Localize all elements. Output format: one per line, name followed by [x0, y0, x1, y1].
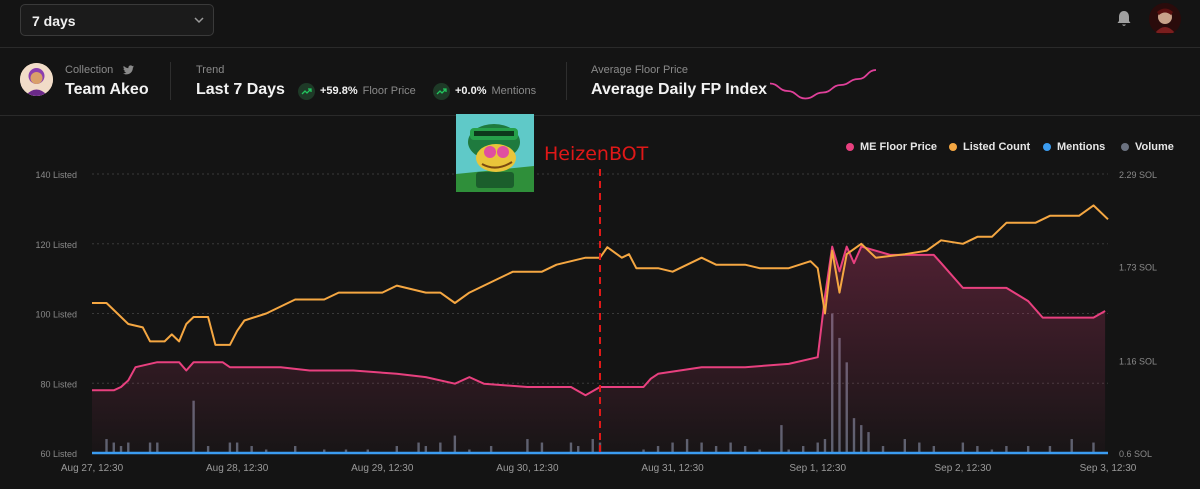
legend-dot: [1121, 143, 1129, 151]
separator: [170, 62, 171, 100]
y-right-tick-label: 1.73 SOL: [1119, 262, 1157, 272]
y-right-tick-label: 2.29 SOL: [1119, 170, 1157, 180]
range-select-value: 7 days: [32, 13, 76, 29]
collection-avatar: [20, 63, 53, 96]
legend-label: Listed Count: [963, 141, 1031, 153]
twitter-icon[interactable]: [123, 65, 134, 75]
legend-item-volume[interactable]: Volume: [1121, 140, 1174, 154]
trend-period: Last 7 Days: [196, 81, 285, 98]
trend-mentions: +0.0% Mentions: [433, 82, 536, 100]
info-bar: Collection Team Akeo Trend Last 7 Days +…: [0, 48, 1200, 116]
trend-floor-name: Floor Price: [362, 85, 416, 97]
trend-up-icon: [298, 82, 315, 100]
heizenbot-logo: [456, 114, 534, 192]
legend-dot: [949, 143, 957, 151]
y-left-tick-label: 100 Listed: [35, 310, 77, 320]
trend-floor-price: +59.8% Floor Price: [298, 82, 416, 100]
trend-mentions-name: Mentions: [491, 85, 537, 97]
x-tick-label: Sep 1, 12:30: [789, 463, 846, 474]
chevron-down-icon: [194, 17, 204, 24]
y-left-tick-label: 60 Listed: [40, 449, 77, 459]
heizenbot-label: HeizenBOT: [544, 143, 649, 165]
y-right-tick-label: 0.6 SOL: [1119, 449, 1152, 459]
trend-label: Trend: [196, 64, 225, 76]
legend-dot: [1043, 143, 1051, 151]
legend-label: Mentions: [1057, 141, 1106, 153]
legend-item-listed-count[interactable]: Listed Count: [949, 140, 1030, 154]
legend-dot: [846, 143, 854, 151]
y-left-tick-label: 140 Listed: [35, 170, 77, 180]
top-bar: 7 days: [0, 0, 1200, 48]
trend-floor-pct: +59.8%: [320, 85, 358, 97]
avg-floor-label: Average Floor Price: [591, 64, 689, 76]
user-avatar[interactable]: [1149, 3, 1181, 35]
trend-mentions-pct: +0.0%: [455, 85, 487, 97]
y-left-tick-label: 120 Listed: [35, 240, 77, 250]
x-tick-label: Sep 3, 12:30: [1080, 463, 1137, 474]
legend-item-floor-price[interactable]: ME Floor Price: [846, 140, 937, 154]
collection-label: Collection: [65, 64, 114, 76]
collection-name: Team Akeo: [65, 81, 149, 98]
y-right-tick-label: 1.16 SOL: [1119, 357, 1157, 367]
y-left-tick-label: 80 Listed: [40, 379, 77, 389]
range-select[interactable]: 7 days: [20, 4, 214, 36]
trend-up-icon: [433, 82, 450, 100]
bell-icon[interactable]: [1116, 10, 1132, 28]
sparkline-path: [769, 69, 877, 100]
series-area-me-floor-price: [92, 246, 1106, 453]
x-tick-label: Aug 27, 12:30: [61, 463, 124, 474]
x-tick-label: Aug 31, 12:30: [641, 463, 704, 474]
x-tick-label: Aug 28, 12:30: [206, 463, 269, 474]
floor-price-chart: 140 Listed 120 Listed 100 Listed 80 Listed 6…: [35, 169, 1157, 474]
legend-label: Volume: [1135, 141, 1174, 153]
separator: [566, 62, 567, 100]
legend-label: ME Floor Price: [860, 141, 938, 153]
legend-item-mentions[interactable]: Mentions: [1043, 140, 1105, 154]
avg-floor-title: Average Daily FP Index: [591, 81, 768, 98]
x-tick-label: Aug 29, 12:30: [351, 463, 414, 474]
avg-floor-sparkline: [769, 69, 877, 100]
x-tick-label: Aug 30, 12:30: [496, 463, 559, 474]
x-tick-label: Sep 2, 12:30: [934, 463, 991, 474]
